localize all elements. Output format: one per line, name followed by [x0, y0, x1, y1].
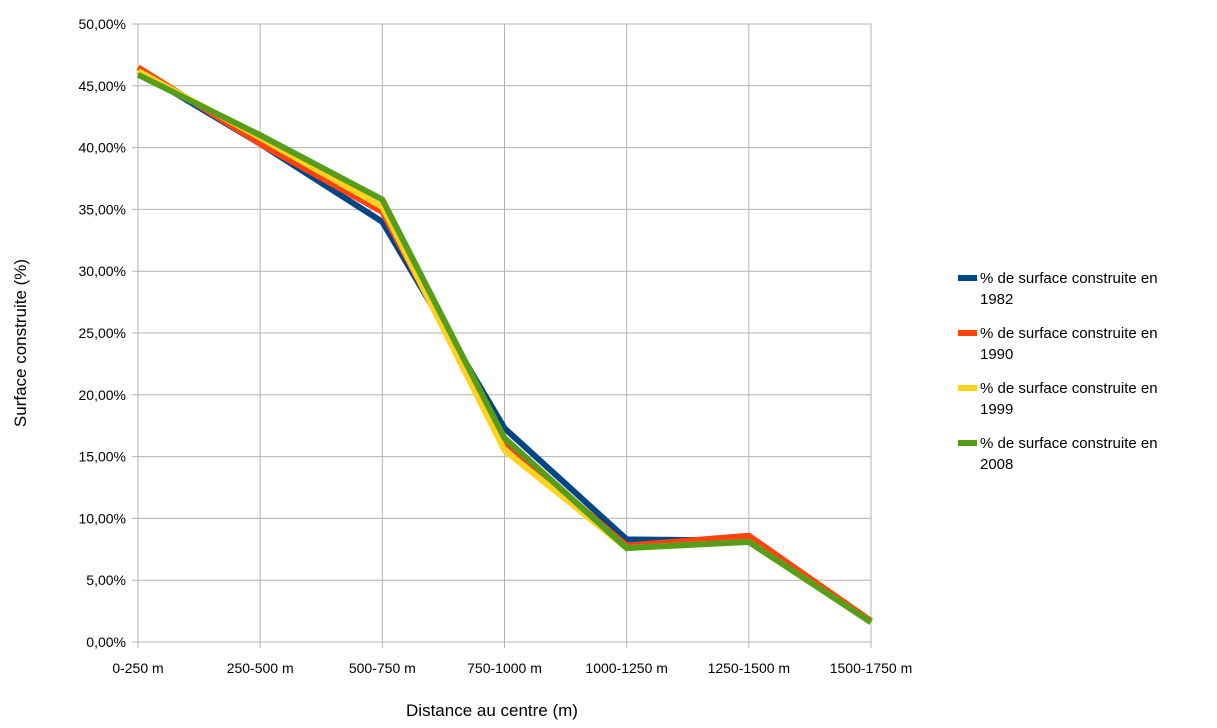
y-axis-title: Surface construite (%): [11, 259, 30, 427]
y-tick-label: 15,00%: [79, 449, 126, 465]
legend-swatch-1990: [958, 330, 977, 336]
legend-label-line1: % de surface construite en: [980, 325, 1158, 342]
y-tick-label: 40,00%: [79, 140, 126, 156]
y-tick-label: 45,00%: [79, 78, 126, 94]
axes: [137, 23, 872, 648]
y-tick-label: 35,00%: [79, 201, 126, 217]
series-lines: [136, 64, 873, 625]
x-tick-label: 1250-1500 m: [708, 660, 791, 676]
legend-label-line2: 1990: [980, 346, 1013, 363]
legend-swatch-2008: [958, 440, 977, 446]
legend-label-line1: % de surface construite en: [980, 270, 1158, 287]
legend-label-line1: % de surface construite en: [980, 435, 1158, 452]
x-axis-title: Distance au centre (m): [406, 701, 578, 720]
legend-swatch-1999: [958, 385, 977, 391]
y-tick-label: 30,00%: [79, 263, 126, 279]
y-tick-label: 20,00%: [79, 387, 126, 403]
y-tick-label: 0,00%: [86, 634, 126, 650]
y-tick-label: 10,00%: [79, 510, 126, 526]
y-tick-label: 5,00%: [86, 572, 126, 588]
x-tick-label: 250-500 m: [227, 660, 294, 676]
legend-label-line2: 2008: [980, 456, 1013, 473]
legend-label-line1: % de surface construite en: [980, 380, 1158, 397]
x-tick-label: 0-250 m: [112, 660, 163, 676]
x-tick-label: 1000-1250 m: [585, 660, 668, 676]
plot-area-border: [137, 23, 872, 643]
legend-label-line2: 1999: [980, 401, 1013, 418]
legend: % de surface construite en 1982 % de surfa…: [958, 270, 1158, 473]
y-tick-label: 25,00%: [79, 325, 126, 341]
series-line-2008: [136, 72, 873, 625]
x-tick-label: 1500-1750 m: [830, 660, 913, 676]
legend-swatch-1982: [958, 275, 977, 281]
tick-labels: 0,00% 5,00% 10,00% 15,00% 20,00% 25,00% 30,00%…: [79, 16, 913, 676]
x-tick-label: 500-750 m: [349, 660, 416, 676]
y-tick-label: 50,00%: [79, 16, 126, 32]
legend-label-line2: 1982: [980, 291, 1013, 308]
x-tick-label: 750-1000 m: [467, 660, 542, 676]
